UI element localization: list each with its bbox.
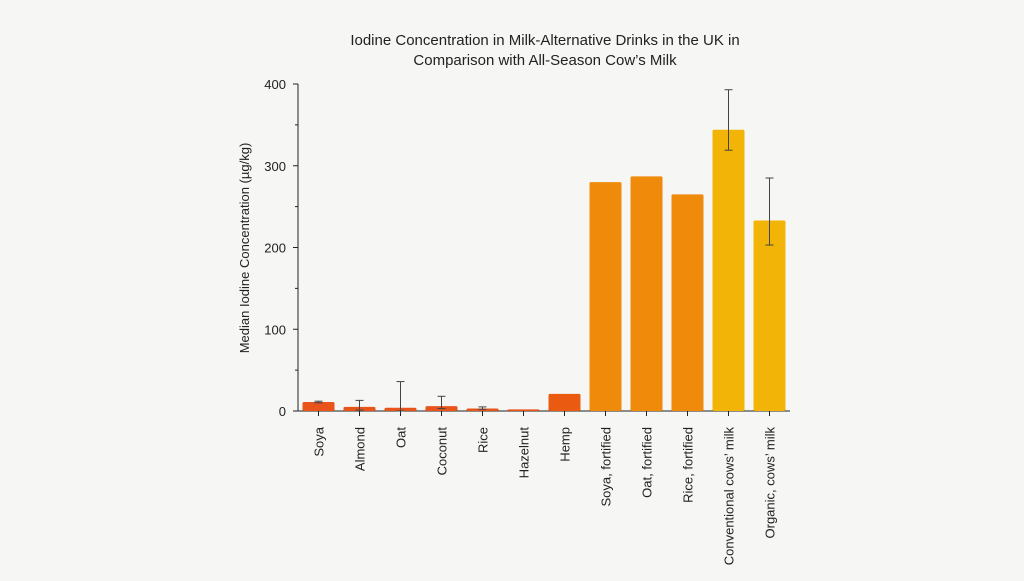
bar — [753, 220, 786, 411]
bar — [630, 176, 663, 411]
bar — [302, 402, 335, 411]
x-tick-label: Soya, fortified — [599, 427, 614, 507]
x-tick-label: Oat — [394, 427, 409, 448]
y-tick-label: 0 — [279, 404, 286, 419]
x-tick-label: Organic, cows’ milk — [763, 427, 778, 539]
error-bar — [355, 399, 364, 411]
x-tick-label: Oat, fortified — [640, 427, 655, 498]
bar — [671, 194, 704, 411]
error-bar — [724, 89, 733, 151]
x-tick-labels: Soya Almond Oat Coconut Rice Hazelnut Hemp Soya… — [312, 426, 778, 565]
error-bar — [396, 381, 405, 412]
x-tick-label: Rice — [476, 427, 491, 453]
x-tick-label: Rice, fortified — [681, 427, 696, 503]
x-tick-label: Soya — [312, 426, 327, 456]
bar — [507, 409, 540, 411]
x-tick-label: Conventional cows’ milk — [722, 427, 737, 566]
error-bar — [314, 400, 323, 404]
y-tick-label: 100 — [264, 322, 286, 337]
y-tick-label: 300 — [264, 159, 286, 174]
y-axis-label: Median Iodine Concentration (µg/kg) — [237, 143, 252, 354]
x-tick-label: Almond — [353, 427, 368, 471]
chart-title-line-1: Iodine Concentration in Milk-Alternative… — [350, 32, 739, 49]
bars — [302, 129, 786, 411]
error-bar — [478, 406, 487, 410]
chart-title-line-2: Comparison with All-Season Cow’s Milk — [413, 52, 677, 69]
axes — [293, 83, 790, 416]
x-tick-label: Hemp — [558, 427, 573, 462]
bar — [548, 393, 581, 411]
error-bar — [765, 177, 774, 246]
x-tick-label: Hazelnut — [517, 427, 532, 479]
error-bars — [314, 89, 774, 412]
y-tick-labels: 0 100 200 300 400 — [264, 77, 286, 419]
bar — [589, 182, 622, 411]
x-tick-label: Coconut — [435, 427, 450, 476]
y-tick-label: 400 — [264, 77, 286, 92]
y-tick-label: 200 — [264, 241, 286, 256]
bar — [712, 129, 745, 411]
error-bar — [437, 395, 446, 410]
